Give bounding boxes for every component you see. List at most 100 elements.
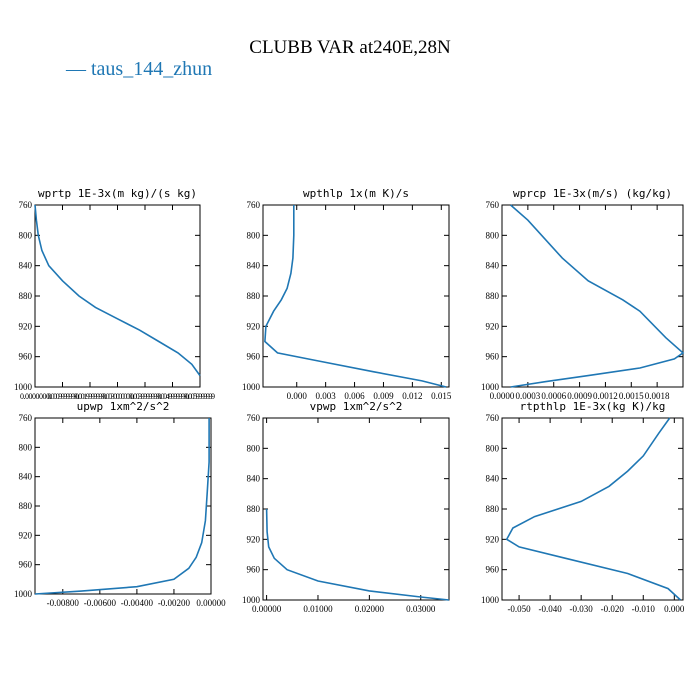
y-tick-label: 840 — [486, 261, 500, 271]
x-tick-label: 0.01000 — [303, 604, 333, 614]
y-tick-label: 960 — [247, 565, 261, 575]
y-tick-label: 840 — [19, 472, 33, 482]
panel-5: vpwp 1xm^2/s^2 760 800 840 880 920 960 10000.00… — [242, 400, 450, 614]
y-tick-label: 800 — [19, 230, 33, 240]
y-tick-label: 920 — [19, 530, 33, 540]
x-tick-label: 0.0012 — [593, 391, 618, 401]
x-tick-label: 0.003 — [316, 391, 337, 401]
panel-title: upwp 1xm^2/s^2 — [77, 400, 170, 413]
legend-entry: — taus_144_zhun — [66, 58, 212, 81]
y-tick-label: 920 — [247, 321, 261, 331]
y-tick-label: 760 — [486, 413, 500, 423]
y-tick-label: 800 — [247, 443, 261, 453]
x-tick-label: -0.010 — [632, 604, 656, 614]
x-tick-label: 0.0039999999 — [130, 392, 160, 401]
x-tick-label: 0.02000 — [355, 604, 385, 614]
panel-title: vpwp 1xm^2/s^2 — [310, 400, 403, 413]
y-tick-label: 960 — [486, 565, 500, 575]
panel-title: wprtp 1E-3x(m kg)/(s kg) — [38, 187, 197, 200]
series-line — [34, 418, 210, 595]
y-tick-label: 840 — [19, 261, 33, 271]
x-tick-label: -0.040 — [538, 604, 562, 614]
y-tick-label: 800 — [486, 230, 500, 240]
y-tick-label: 1000 — [14, 589, 33, 599]
x-tick-label: -0.00800 — [47, 598, 80, 608]
x-tick-label: 0.0003 — [515, 391, 540, 401]
plot-frame — [501, 417, 684, 601]
y-tick-label: 760 — [486, 200, 500, 210]
y-tick-label: 920 — [19, 321, 33, 331]
y-tick-label: 1000 — [481, 382, 500, 392]
x-tick-label: 0.006 — [344, 391, 365, 401]
y-tick-label: 1000 — [14, 382, 33, 392]
y-tick-label: 800 — [19, 442, 33, 452]
y-tick-label: 880 — [19, 501, 33, 511]
panel-6: rtpthlp 1E-3x(kg K)/kg 760 800 840 880 920 960… — [481, 400, 685, 614]
y-tick-label: 760 — [19, 200, 33, 210]
x-tick-label: 0.0000000 — [20, 392, 50, 401]
x-tick-label: 0.0000 — [490, 391, 515, 401]
x-tick-label: 0.000 — [664, 604, 685, 614]
x-tick-label: 0.0015 — [619, 391, 644, 401]
x-tick-label: 0.0006 — [541, 391, 566, 401]
x-tick-label: 0.0009999999 — [48, 392, 78, 401]
y-tick-label: 1000 — [242, 382, 261, 392]
series-line — [264, 205, 447, 388]
panel-3: wprcp 1E-3x(m/s) (kg/kg) 760 800 840 880 920 9… — [481, 187, 685, 401]
series-line — [34, 204, 201, 377]
y-tick-label: 1000 — [242, 595, 261, 605]
y-tick-label: 960 — [19, 352, 33, 362]
x-tick-label: -0.00200 — [158, 598, 191, 608]
panel-2: wpthlp 1x(m K)/s 760 800 840 880 920 960 1000 0.… — [242, 187, 452, 401]
plot-frame — [262, 204, 450, 388]
panel-title: rtpthlp 1E-3x(kg K)/kg — [520, 400, 666, 413]
panel-title: wpthlp 1x(m K)/s — [303, 187, 409, 200]
x-tick-label: 0.03000 — [406, 604, 436, 614]
y-tick-label: 880 — [247, 291, 261, 301]
y-tick-label: 920 — [247, 534, 261, 544]
x-tick-label: -0.020 — [601, 604, 625, 614]
y-tick-label: 800 — [486, 443, 500, 453]
plot-frame — [34, 204, 201, 388]
y-tick-label: 800 — [247, 230, 261, 240]
x-tick-label: 0.009 — [373, 391, 394, 401]
y-tick-label: 840 — [486, 474, 500, 484]
plot-frame — [34, 417, 212, 595]
y-tick-label: 760 — [247, 200, 261, 210]
x-tick-label: 0.012 — [402, 391, 422, 401]
x-tick-label: -0.030 — [570, 604, 594, 614]
y-tick-label: 960 — [19, 560, 33, 570]
x-tick-label: 0.0018 — [645, 391, 670, 401]
x-tick-label: 0.0030000000 — [103, 392, 133, 401]
figure-title: CLUBB VAR at240E,28N — [249, 37, 451, 58]
y-tick-label: 920 — [486, 534, 500, 544]
plot-frame — [262, 417, 450, 601]
x-tick-label: 0.0059999999 — [185, 392, 215, 401]
x-tick-label: 0.000 — [287, 391, 308, 401]
x-tick-label: 0.0019999999 — [75, 392, 105, 401]
y-tick-label: 1000 — [481, 595, 500, 605]
x-tick-label: 0.0049999999 — [158, 392, 188, 401]
x-tick-label: 0.0009 — [567, 391, 592, 401]
panel-4: upwp 1xm^2/s^2 760 800 840 880 920 960 1000 -0.0… — [14, 400, 226, 608]
y-tick-label: 880 — [486, 504, 500, 514]
x-tick-label: -0.00600 — [84, 598, 117, 608]
series-line — [265, 508, 450, 601]
x-tick-label: 0.00000 — [196, 598, 226, 608]
legend-label: taus_144_zhun — [91, 58, 213, 80]
x-tick-label: 0.00000 — [252, 604, 282, 614]
x-tick-label: -0.050 — [507, 604, 531, 614]
y-tick-label: 760 — [19, 413, 33, 423]
panel-title: wprcp 1E-3x(m/s) (kg/kg) — [513, 187, 672, 200]
series-line — [510, 204, 685, 388]
y-tick-label: 920 — [486, 321, 500, 331]
y-tick-label: 840 — [247, 261, 261, 271]
y-tick-label: 760 — [247, 413, 261, 423]
plot-frame — [501, 204, 684, 388]
x-tick-label: -0.00400 — [121, 598, 154, 608]
y-tick-label: 840 — [247, 474, 261, 484]
panel-1: wprtp 1E-3x(m kg)/(s kg) 760 800 840 880 920 9… — [14, 187, 215, 401]
y-tick-label: 960 — [247, 352, 261, 362]
legend-line-marker: — — [66, 58, 86, 80]
